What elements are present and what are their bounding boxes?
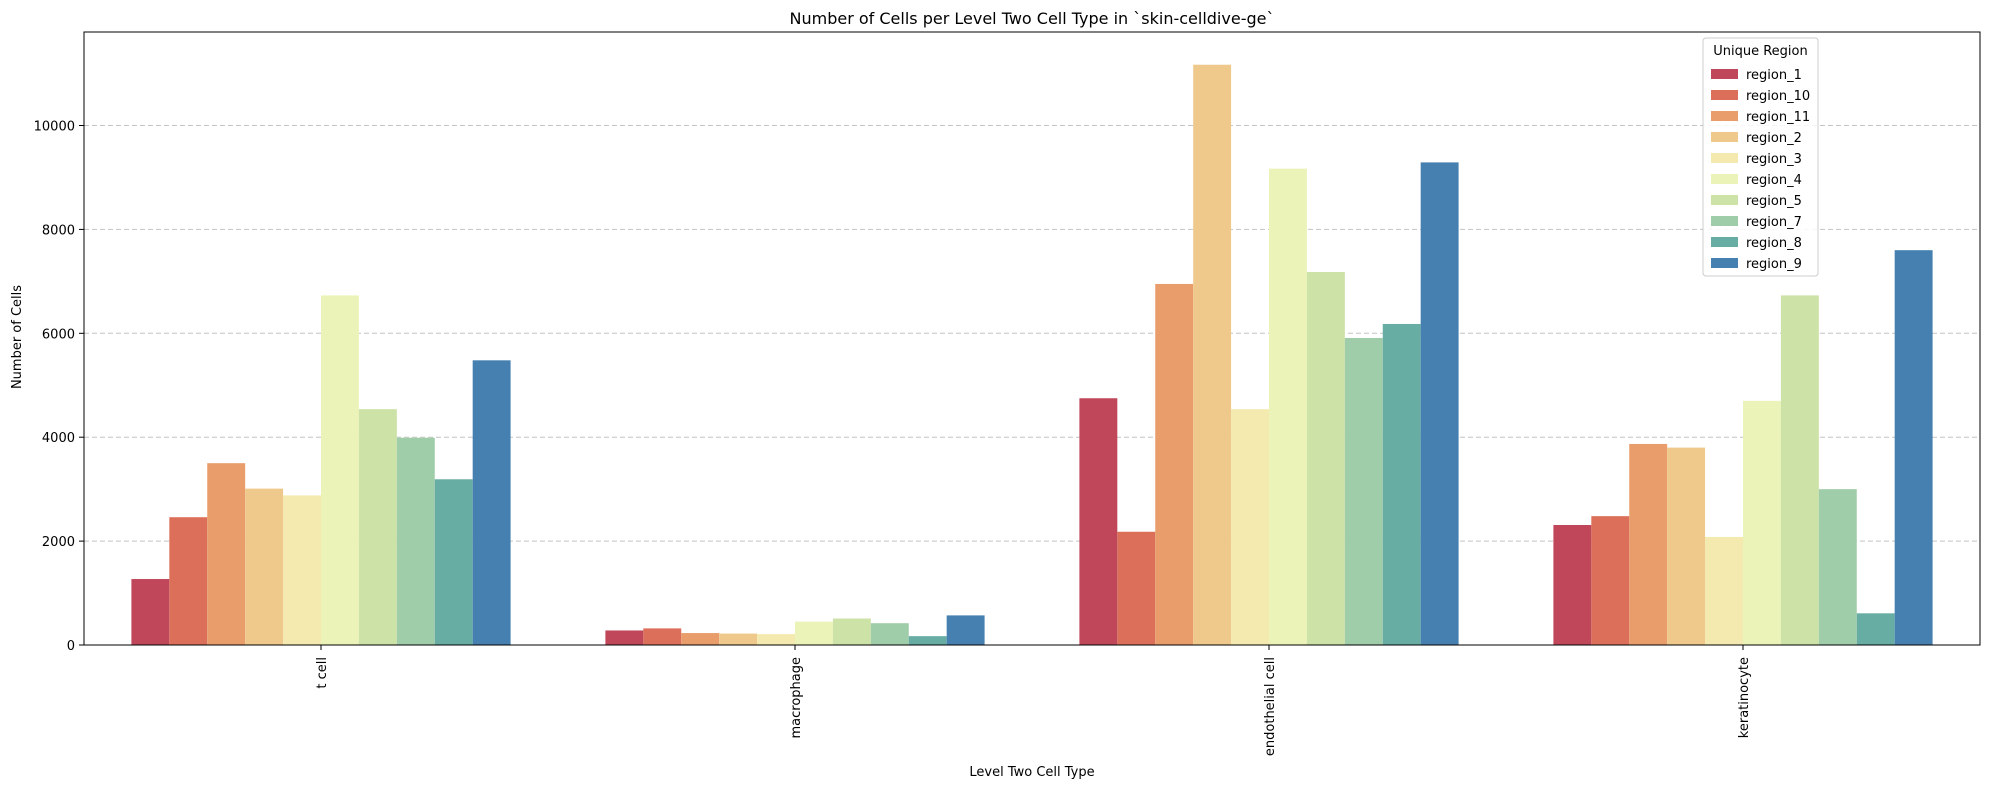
y-tick-label: 8000	[42, 223, 75, 238]
legend-swatch	[1711, 111, 1738, 121]
y-tick-label: 6000	[42, 327, 75, 342]
bar	[169, 517, 208, 645]
bar	[643, 628, 682, 645]
bar	[1420, 162, 1459, 645]
y-tick-label: 4000	[42, 431, 75, 446]
legend-entry: region_4	[1746, 173, 1802, 188]
bar	[605, 630, 644, 645]
x-axis-label: Level Two Cell Type	[969, 765, 1094, 780]
bar	[870, 623, 909, 645]
bar	[795, 621, 833, 645]
bar	[1894, 250, 1933, 645]
legend-swatch	[1711, 132, 1738, 142]
x-tick-label: t cell	[315, 657, 330, 689]
chart-title: Number of Cells per Level Two Cell Type …	[790, 9, 1275, 28]
bars	[131, 64, 1933, 645]
legend-entry: region_9	[1746, 257, 1802, 272]
y-tick-label: 10000	[34, 120, 75, 135]
bar	[1743, 400, 1781, 645]
bar	[1344, 337, 1383, 645]
bar	[472, 360, 511, 645]
axes	[83, 31, 1981, 646]
legend-swatch	[1711, 216, 1738, 226]
x-tick-label: keratinocyte	[1737, 657, 1752, 738]
bar	[1079, 398, 1118, 645]
bar	[245, 488, 284, 645]
bar	[832, 618, 871, 645]
bar	[1667, 447, 1706, 645]
bar	[283, 495, 321, 645]
y-axis-label: Number of Cells	[10, 285, 25, 389]
legend-swatch	[1711, 153, 1738, 163]
legend-swatch	[1711, 237, 1738, 247]
legend-swatch	[1711, 90, 1738, 100]
bar	[1629, 443, 1668, 645]
bar	[1382, 323, 1421, 645]
bar	[908, 636, 947, 645]
bar	[1269, 168, 1307, 645]
y-tick-label: 2000	[42, 535, 75, 550]
bar	[1818, 489, 1857, 645]
legend-swatch	[1711, 69, 1738, 79]
legend-entry: region_11	[1746, 110, 1810, 125]
y-ticks: 0 2000 4000 6000 8000 10000	[34, 120, 84, 654]
plot-frame	[83, 31, 1981, 646]
bar	[1155, 283, 1194, 645]
bar	[1306, 272, 1345, 645]
legend-swatch	[1711, 258, 1738, 268]
legend: Unique Region region_1 region_10 region_11r…	[1702, 37, 1819, 277]
bar	[681, 633, 720, 645]
x-tick-label: macrophage	[789, 657, 804, 739]
bar	[396, 437, 435, 645]
legend-swatch	[1711, 195, 1738, 205]
x-ticks: t cell macrophage endothelial cell keratino…	[315, 645, 1752, 756]
bar	[1553, 524, 1592, 645]
x-tick-label: endothelial cell	[1263, 657, 1278, 756]
bar	[131, 579, 170, 645]
bar	[358, 409, 397, 645]
legend-entry: region_3	[1746, 152, 1802, 167]
legend-entry: region_2	[1746, 131, 1802, 146]
bar	[1705, 536, 1743, 645]
bar	[757, 634, 795, 645]
bar	[434, 479, 473, 645]
legend-entry: region_5	[1746, 194, 1802, 209]
legend-entry: region_1	[1746, 68, 1802, 83]
legend-title: Unique Region	[1713, 44, 1808, 59]
legend-entry: region_8	[1746, 236, 1802, 251]
bar	[207, 463, 246, 645]
bar	[1231, 409, 1269, 645]
y-tick-label: 0	[67, 639, 75, 654]
bar	[719, 633, 758, 645]
bar	[321, 295, 359, 645]
legend-swatch	[1711, 174, 1738, 184]
legend-entry: region_7	[1746, 215, 1802, 230]
bar	[1856, 613, 1895, 645]
legend-entry: region_10	[1746, 89, 1810, 104]
bar	[946, 615, 985, 645]
bar	[1193, 64, 1232, 645]
bar	[1780, 295, 1819, 645]
bar	[1591, 516, 1630, 645]
bar	[1117, 531, 1156, 645]
